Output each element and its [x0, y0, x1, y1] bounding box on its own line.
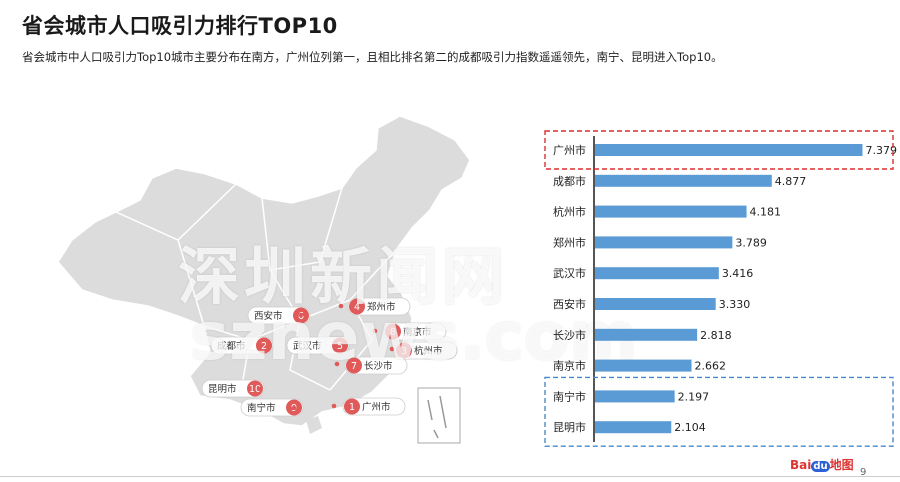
category-label: 武汉市 — [553, 266, 586, 280]
category-label: 长沙市 — [553, 328, 586, 342]
rank-number: 10 — [249, 384, 261, 395]
map-city-name: 成都市 — [217, 340, 246, 352]
value-label: 4.877 — [775, 175, 807, 188]
bar — [595, 236, 733, 249]
city-dot — [338, 303, 344, 309]
bar — [595, 298, 716, 310]
bar — [595, 328, 698, 341]
rank-number: 1 — [349, 402, 355, 413]
bar — [595, 359, 692, 372]
map-city-name: 昆明市 — [208, 383, 237, 395]
city-dot — [291, 405, 297, 411]
logo-text-a: Bai — [790, 458, 812, 472]
category-label: 杭州市 — [553, 205, 586, 219]
rank-badge — [385, 323, 401, 340]
rank-number: 3 — [401, 346, 407, 357]
city-dot — [334, 361, 340, 367]
bar — [595, 205, 747, 218]
category-label: 郑州市 — [553, 235, 586, 249]
map-city-name: 杭州市 — [414, 345, 443, 357]
map-city-marker: 8 南京市 — [372, 322, 447, 341]
rank-number: 5 — [337, 341, 343, 352]
category-label: 南京市 — [553, 359, 586, 373]
page-number: 9 — [860, 467, 867, 478]
map-city-name: 西安市 — [254, 310, 283, 322]
category-label: 西安市 — [553, 297, 586, 311]
footer-divider — [0, 476, 900, 477]
city-dot — [265, 343, 271, 349]
page-title: 省会城市人口吸引力排行TOP10 — [22, 14, 338, 38]
city-dot — [331, 403, 337, 409]
value-label: 3.330 — [719, 298, 751, 311]
map-city-marker: 4 郑州市 — [338, 297, 411, 316]
south-china-sea-inset — [417, 387, 461, 444]
rank-badge — [256, 337, 272, 354]
hainan-island — [306, 416, 322, 434]
rank-badge — [396, 342, 412, 359]
bar — [595, 174, 772, 187]
highlight-box-top — [544, 130, 894, 170]
city-dot — [257, 386, 263, 392]
map-city-marker: 5 武汉市 — [286, 336, 350, 355]
category-label: 广州市 — [553, 143, 586, 157]
city-dot — [372, 328, 378, 334]
page-subtitle: 省会城市中人口吸引力Top10城市主要分布在南方，广州位列第一，且相比排名第二的… — [22, 50, 723, 64]
map-city-name: 广州市 — [362, 401, 391, 413]
map-city-marker: 2 成都市 — [210, 336, 274, 355]
bar — [595, 421, 672, 434]
rank-badge — [349, 298, 365, 315]
baidu-map-logo: Bai du 地图 — [790, 456, 854, 473]
map-city-marker: 10 昆明市 — [201, 379, 265, 398]
logo-text-b: du — [811, 461, 830, 472]
city-dot — [389, 346, 395, 352]
value-label: 7.379 — [865, 144, 897, 157]
map-city-marker: 9南宁市 — [240, 398, 304, 417]
rank-number: 8 — [390, 327, 396, 338]
value-label: 3.789 — [735, 236, 767, 249]
rank-badge — [247, 380, 263, 397]
map-city-marker: 3 杭州市 — [389, 341, 458, 360]
map-city-name: 武汉市 — [293, 340, 322, 352]
city-dot — [333, 342, 339, 348]
rank-badge — [344, 398, 360, 415]
category-label: 南宁市 — [553, 389, 586, 403]
value-label: 2.662 — [694, 360, 726, 373]
rank-badge — [346, 357, 362, 374]
logo-text-c: 地图 — [829, 458, 854, 472]
city-dot — [298, 312, 304, 318]
bar — [595, 267, 719, 280]
south-china-sea-islands — [427, 395, 447, 439]
rank-number: 4 — [354, 302, 360, 313]
value-label: 2.197 — [678, 390, 710, 403]
rank-badge — [332, 337, 348, 354]
rank-number: 2 — [261, 341, 267, 352]
highlight-box-bottom — [544, 376, 894, 447]
bar — [595, 390, 675, 403]
value-label: 4.181 — [750, 206, 782, 219]
map-city-marker: 1 广州市 — [331, 397, 406, 416]
value-label: 2.104 — [674, 421, 706, 434]
value-label: 3.416 — [722, 267, 754, 280]
map-city-marker: 7 长沙市 — [334, 356, 408, 375]
map-city-name: 南宁市 — [247, 402, 276, 414]
map-city-name: 郑州市 — [367, 301, 396, 313]
rank-number: 7 — [351, 361, 357, 372]
category-label: 昆明市 — [553, 420, 586, 434]
value-label: 2.818 — [700, 329, 732, 342]
bar — [595, 144, 863, 156]
map-city-name: 长沙市 — [364, 360, 393, 372]
category-label: 成都市 — [553, 174, 586, 188]
map-city-name: 南京市 — [403, 326, 432, 338]
china-map-shape — [57, 115, 471, 427]
